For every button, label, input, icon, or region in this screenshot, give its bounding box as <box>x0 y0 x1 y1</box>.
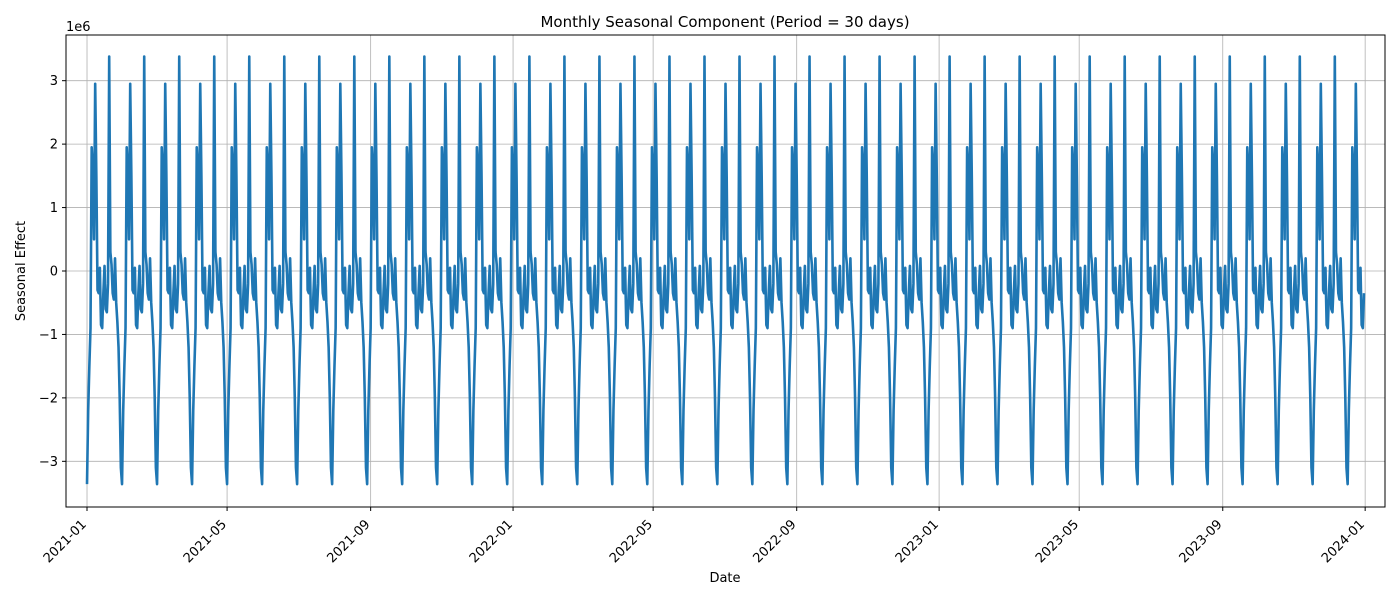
y-scale-label: 1e6 <box>66 20 91 35</box>
y-tick-label: −1 <box>39 328 58 343</box>
y-axis-label: Seasonal Effect <box>14 221 29 321</box>
x-axis-label: Date <box>709 571 740 586</box>
seasonal-series-line <box>85 55 1366 486</box>
y-tick-label: −2 <box>39 391 58 406</box>
y-tick-label: 0 <box>50 265 58 280</box>
y-tick-label: 2 <box>50 138 58 153</box>
y-tick-label: 3 <box>50 74 58 89</box>
y-ticks: −3 −2 −1 0 1 2 3 <box>39 74 66 470</box>
chart-title: Monthly Seasonal Component (Period = 30 … <box>540 13 909 31</box>
y-tick-label: −3 <box>39 455 58 470</box>
y-tick-label: 1 <box>50 201 58 216</box>
series-layer <box>85 55 1366 486</box>
